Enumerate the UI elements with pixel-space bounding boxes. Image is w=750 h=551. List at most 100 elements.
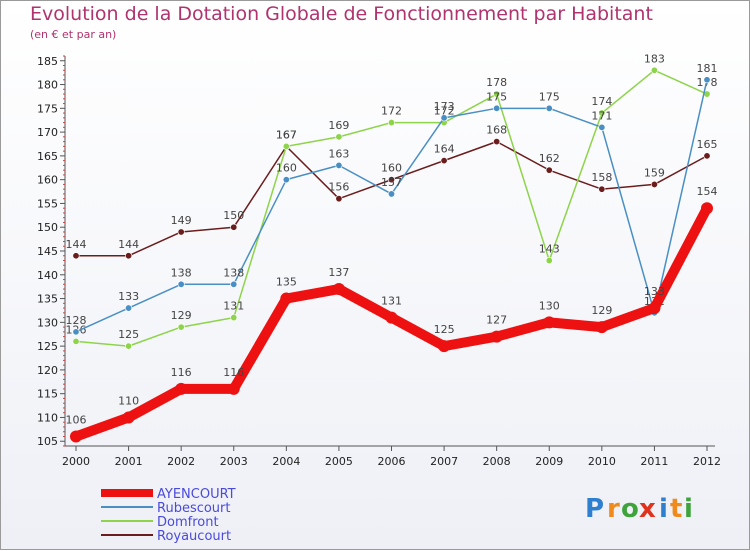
- data-point-ayencourt: [70, 430, 82, 443]
- x-tick-label: 2005: [325, 455, 353, 468]
- data-point-domfront: [387, 119, 395, 127]
- y-tick-label: 155: [37, 197, 58, 210]
- data-point-domfront: [545, 257, 553, 265]
- data-label-ayencourt: 133: [644, 285, 665, 298]
- data-label-royaucourt: 158: [591, 171, 612, 184]
- data-label-domfront: 131: [223, 300, 244, 313]
- data-label-rubescourt: 175: [539, 90, 560, 103]
- data-label-rubescourt: 160: [276, 162, 297, 175]
- data-label-rubescourt: 181: [697, 62, 718, 75]
- data-point-royaucourt: [598, 185, 606, 193]
- y-tick-label: 120: [37, 364, 58, 377]
- data-label-ayencourt: 127: [486, 314, 507, 327]
- data-point-royaucourt: [230, 223, 238, 231]
- data-label-royaucourt: 167: [276, 128, 297, 141]
- data-label-domfront: 174: [591, 95, 612, 108]
- data-label-rubescourt: 175: [486, 90, 507, 103]
- data-point-ayencourt: [122, 411, 135, 424]
- data-point-ayencourt: [490, 330, 503, 343]
- data-label-domfront: 178: [486, 76, 507, 89]
- data-label-ayencourt: 116: [223, 366, 244, 379]
- data-point-rubescourt: [703, 76, 711, 84]
- data-point-rubescourt: [72, 328, 80, 336]
- y-tick-label: 125: [37, 340, 58, 353]
- x-tick-label: 2009: [535, 455, 563, 468]
- data-label-royaucourt: 144: [118, 238, 139, 251]
- data-point-domfront: [335, 133, 343, 141]
- brand-letter: i: [659, 494, 668, 524]
- data-point-ayencourt: [648, 302, 661, 315]
- data-point-rubescourt: [387, 190, 395, 198]
- data-label-rubescourt: 133: [118, 290, 139, 303]
- brand-letter: x: [639, 494, 656, 524]
- data-point-ayencourt: [701, 202, 713, 215]
- y-tick-label: 150: [37, 221, 58, 234]
- y-tick-label: 180: [37, 79, 58, 92]
- y-tick-label: 145: [37, 245, 58, 258]
- data-label-ayencourt: 116: [171, 366, 192, 379]
- data-point-domfront: [125, 342, 133, 350]
- data-label-rubescourt: 157: [381, 176, 402, 189]
- data-label-ayencourt: 154: [697, 185, 718, 198]
- data-point-ayencourt: [385, 311, 398, 324]
- data-label-royaucourt: 150: [223, 209, 244, 222]
- data-label-rubescourt: 128: [66, 314, 87, 327]
- x-tick-label: 2001: [115, 455, 143, 468]
- data-point-rubescourt: [598, 123, 606, 131]
- data-label-domfront: 172: [434, 105, 455, 118]
- series-line-royaucourt: [75, 140, 708, 257]
- data-point-royaucourt: [387, 176, 395, 184]
- data-point-domfront: [282, 142, 290, 150]
- data-point-ayencourt: [332, 283, 345, 296]
- x-tick-label: 2008: [483, 455, 511, 468]
- data-point-rubescourt: [125, 304, 133, 312]
- data-point-royaucourt: [335, 195, 343, 203]
- legend-label-rubescourt: Rubescourt: [157, 501, 231, 516]
- data-label-royaucourt: 168: [486, 124, 507, 137]
- data-point-royaucourt: [440, 157, 448, 165]
- x-tick-label: 2011: [640, 455, 668, 468]
- data-point-ayencourt: [595, 321, 608, 334]
- chart-title: Evolution de la Dotation Globale de Fonc…: [30, 3, 653, 25]
- data-point-royaucourt: [177, 228, 185, 236]
- data-label-domfront: 125: [118, 328, 139, 341]
- data-point-royaucourt: [72, 252, 80, 260]
- data-point-rubescourt: [282, 176, 290, 184]
- data-point-royaucourt: [650, 180, 658, 188]
- brand-letter: P: [585, 494, 604, 524]
- data-label-ayencourt: 110: [118, 394, 139, 407]
- data-label-domfront: 172: [381, 105, 402, 118]
- x-tick-label: 2012: [693, 455, 721, 468]
- data-point-domfront: [493, 90, 501, 98]
- y-tick-label: 140: [37, 269, 58, 282]
- y-tick-label: 165: [37, 150, 58, 163]
- chart-subtitle: (en € et par an): [30, 28, 117, 41]
- data-label-rubescourt: 138: [171, 266, 192, 279]
- x-tick-label: 2004: [272, 455, 300, 468]
- data-point-rubescourt: [177, 280, 185, 288]
- data-point-rubescourt: [493, 104, 501, 112]
- data-point-royaucourt: [125, 252, 133, 260]
- data-label-ayencourt: 106: [66, 413, 87, 426]
- brand-letter: t: [670, 494, 682, 524]
- data-point-ayencourt: [227, 382, 240, 395]
- y-tick-label: 175: [37, 102, 58, 115]
- data-label-ayencourt: 130: [539, 299, 560, 312]
- y-tick-label: 115: [37, 388, 58, 401]
- data-point-domfront: [598, 109, 606, 117]
- y-tick-label: 130: [37, 316, 58, 329]
- y-tick-label: 160: [37, 174, 58, 187]
- x-tick-label: 2007: [430, 455, 458, 468]
- data-label-rubescourt: 171: [591, 109, 612, 122]
- data-point-domfront: [72, 337, 80, 345]
- data-point-ayencourt: [175, 382, 188, 395]
- data-label-domfront: 183: [644, 52, 665, 65]
- data-point-rubescourt: [545, 104, 553, 112]
- data-point-domfront: [650, 66, 658, 74]
- data-label-royaucourt: 149: [171, 214, 192, 227]
- y-tick-label: 185: [37, 55, 58, 68]
- data-point-ayencourt: [543, 316, 556, 329]
- data-point-royaucourt: [545, 166, 553, 174]
